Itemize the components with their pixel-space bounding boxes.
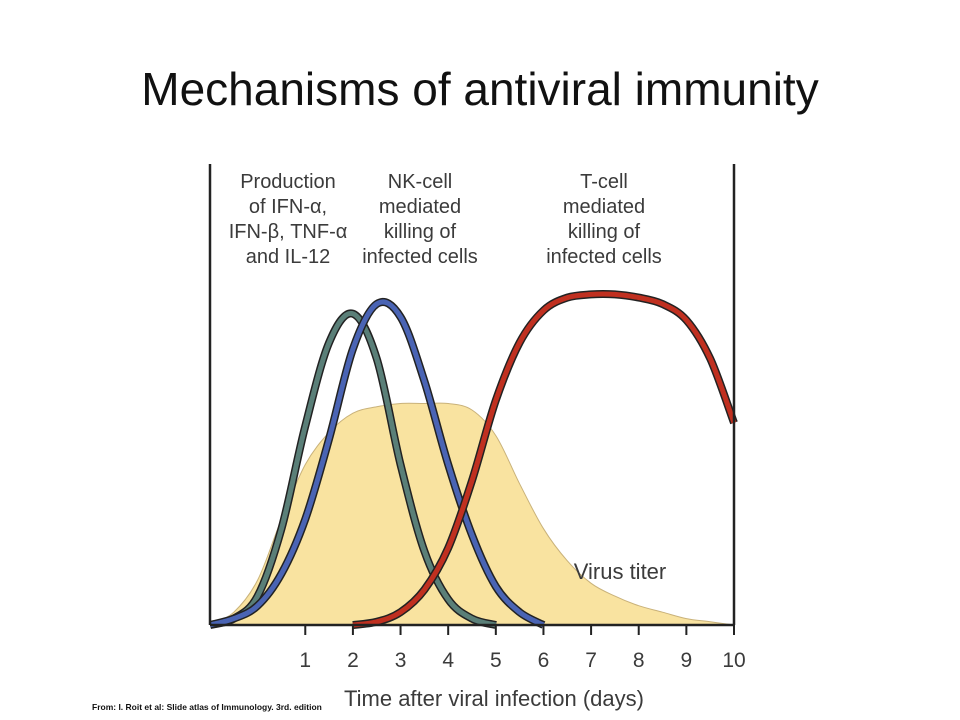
- annotation-line: mediated: [379, 196, 461, 218]
- annotation-line: Production: [240, 171, 336, 193]
- nk-killing-curve: [209, 299, 545, 628]
- x-tick-label: 5: [490, 649, 502, 672]
- ifn-production-curve: [209, 310, 497, 628]
- x-tick-label: 3: [395, 649, 407, 672]
- annotation-line: and IL-12: [246, 246, 331, 268]
- source-note: From: I. Roit et al: Slide atlas of Immu…: [92, 702, 322, 712]
- x-tick-label: 2: [347, 649, 359, 672]
- annotation-line: killing of: [384, 221, 457, 243]
- t-cell-killing-curve: [352, 291, 737, 628]
- annotation-line: infected cells: [362, 246, 478, 268]
- annotation-line: NK-cell: [388, 171, 452, 193]
- annotation-line: IFN-β, TNF-α: [229, 221, 348, 243]
- x-tick-label: 10: [722, 649, 745, 672]
- annotation-line: killing of: [568, 221, 641, 243]
- x-tick-label: 1: [299, 649, 311, 672]
- x-tick-label: 8: [633, 649, 645, 672]
- x-tick-label: 4: [442, 649, 454, 672]
- x-axis-label: Time after viral infection (days): [344, 686, 644, 711]
- x-tick-label: 6: [538, 649, 550, 672]
- annotation-line: infected cells: [546, 246, 662, 268]
- x-tick-label: 9: [681, 649, 693, 672]
- annotation-line: mediated: [563, 196, 645, 218]
- x-tick-label: 7: [585, 649, 597, 672]
- annotation-line: T-cell: [580, 171, 628, 193]
- chart-figure: 1 2 3 4 5 6 7 8 9 10 Time after viral infection (d…: [198, 160, 758, 720]
- virus-titer-label: Virus titer: [574, 559, 667, 584]
- annotation-line: of IFN-α,: [249, 196, 327, 218]
- chart-svg: 1 2 3 4 5 6 7 8 9 10 Time after viral infection (d…: [208, 164, 746, 711]
- slide-title: Mechanisms of antiviral immunity: [141, 63, 819, 115]
